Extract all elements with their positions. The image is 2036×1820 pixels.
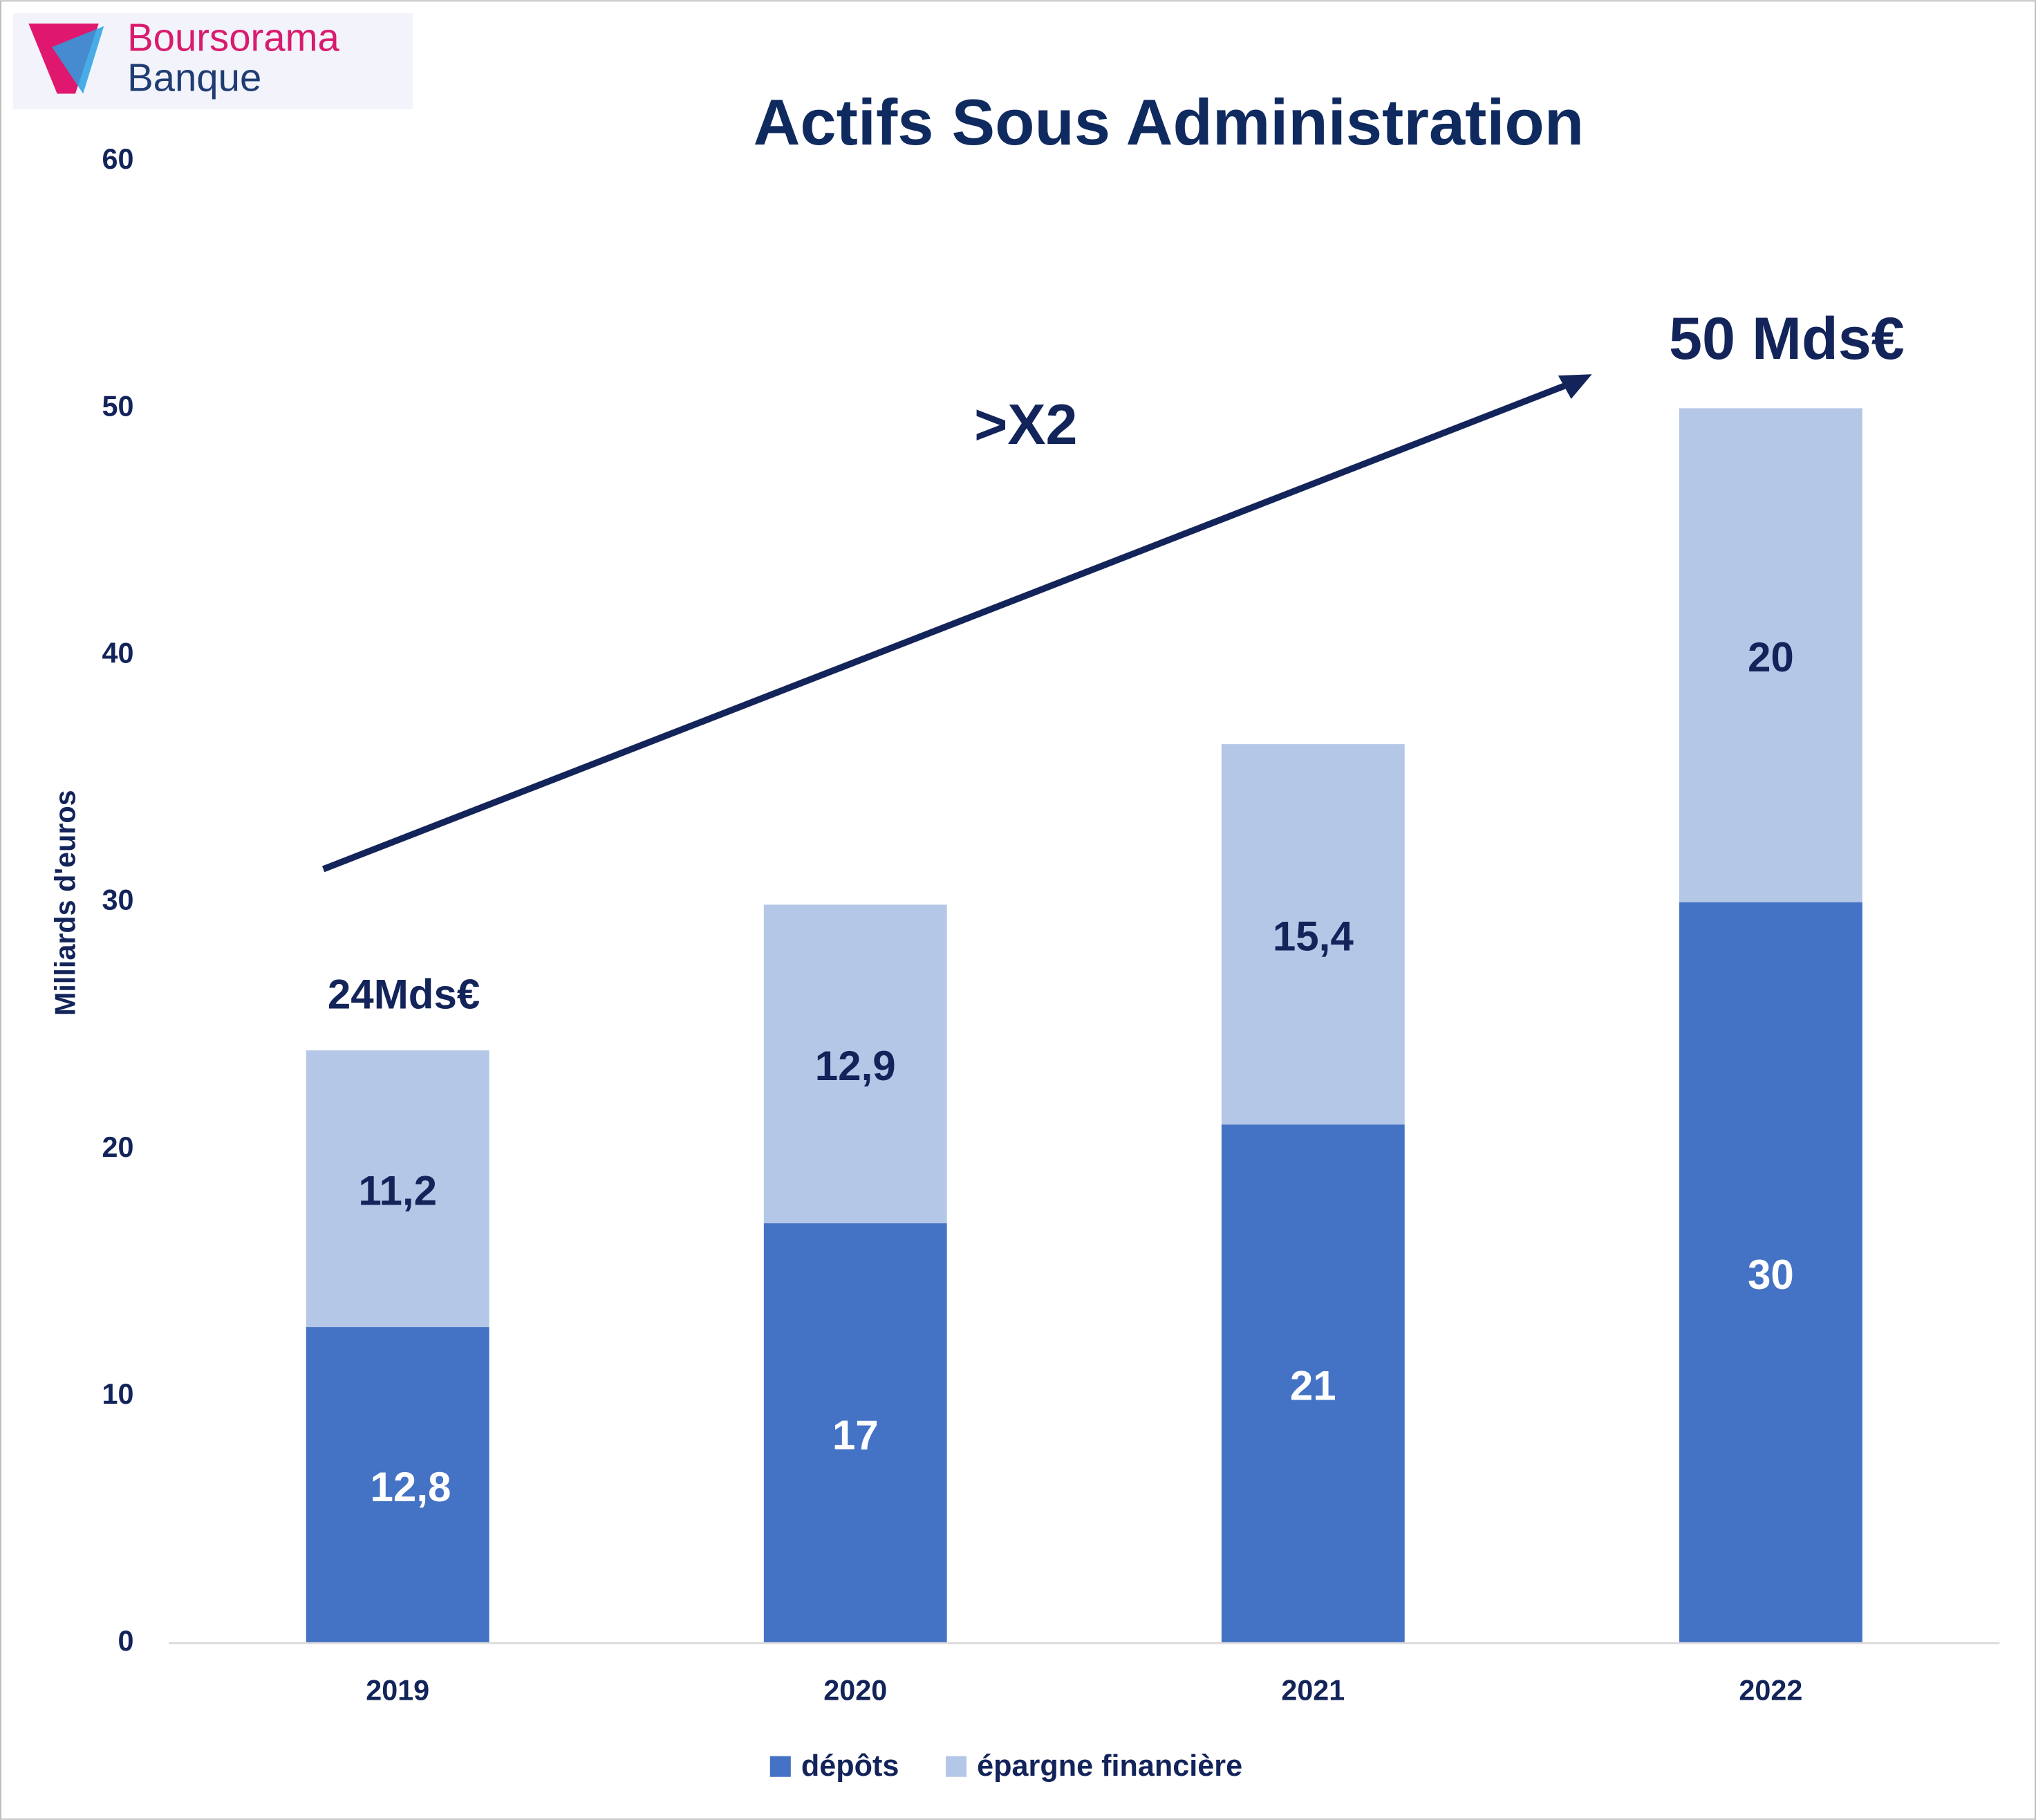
logo-icon (52, 26, 104, 94)
x-tick-label: 2020 (823, 1675, 887, 1707)
chart-title: Actifs Sous Administration (754, 86, 1585, 158)
bar-segment (306, 1327, 489, 1644)
y-tick-label: 20 (102, 1131, 134, 1163)
bar-segment (763, 1223, 947, 1644)
legend-swatch (769, 1756, 791, 1777)
x-tick-label: 2019 (366, 1675, 429, 1707)
legend-label: dépôts (801, 1749, 899, 1783)
data-label: 21 (1290, 1363, 1336, 1409)
data-label: 11,2 (358, 1167, 437, 1214)
bar-segment (763, 904, 947, 1224)
annotation: 24Mds€ (328, 972, 480, 1018)
annotation: >X2 (974, 392, 1077, 456)
logo-text: Boursorama (127, 15, 339, 59)
y-tick-label: 0 (118, 1625, 133, 1657)
annotation: 50 Mds€ (1669, 306, 1905, 372)
bar-segment (1679, 902, 1862, 1644)
y-tick-label: 60 (102, 143, 134, 175)
data-label: 15,4 (1273, 913, 1354, 960)
x-tick-label: 2021 (1281, 1675, 1345, 1707)
legend-label: épargne financière (977, 1749, 1242, 1783)
y-tick-label: 30 (102, 884, 134, 916)
data-label: 20 (1748, 634, 1794, 680)
bar-segment (1221, 744, 1405, 1125)
logo-text: Banque (127, 56, 261, 100)
data-label: 17 (832, 1412, 879, 1458)
y-tick-label: 10 (102, 1378, 134, 1410)
bar-segment (1679, 408, 1862, 902)
trend-arrow (321, 378, 1579, 873)
bar-segment (306, 1050, 489, 1328)
arrow-head (1558, 374, 1592, 399)
logo: Boursorama Banque (12, 13, 413, 110)
data-label: 30 (1748, 1252, 1794, 1298)
y-axis-label: Milliards d'euros (50, 790, 82, 1016)
y-tick-label: 40 (102, 637, 134, 669)
legend-swatch (946, 1756, 967, 1777)
data-label: 12,9 (815, 1043, 896, 1089)
x-tick-label: 2022 (1739, 1675, 1802, 1707)
y-tick-label: 50 (102, 390, 134, 422)
data-label: 12,8 (370, 1464, 451, 1510)
bar-segment (1221, 1124, 1405, 1644)
